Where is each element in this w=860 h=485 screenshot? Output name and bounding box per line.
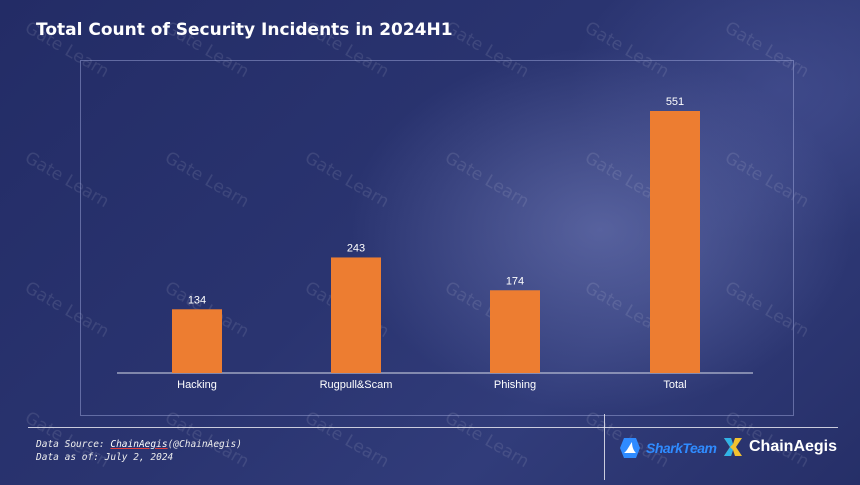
source-suffix: (@ChainAegis) bbox=[167, 439, 242, 450]
x-tick-label: Total bbox=[663, 379, 686, 391]
data-label: 243 bbox=[347, 242, 365, 254]
chainaegis-label: ChainAegis bbox=[749, 438, 838, 455]
chart-title: Total Count of Security Incidents in 202… bbox=[36, 20, 453, 40]
date-line: Data as of: July 2, 2024 bbox=[36, 452, 174, 463]
source-link[interactable]: ChainAegis bbox=[110, 439, 168, 450]
bar-total bbox=[650, 110, 700, 373]
x-tick-label: Phishing bbox=[494, 379, 536, 391]
data-label: 551 bbox=[666, 96, 684, 108]
footer-vertical-divider bbox=[604, 414, 605, 480]
footer-divider bbox=[28, 427, 838, 428]
data-source: Data Source: ChainAegis(@ChainAegis) Dat… bbox=[36, 438, 242, 464]
x-tick-label: Hacking bbox=[177, 379, 217, 391]
data-label: 174 bbox=[506, 275, 524, 287]
shark-fin-icon bbox=[620, 438, 640, 458]
source-line: Data Source: ChainAegis(@ChainAegis) bbox=[36, 438, 242, 451]
chainaegis-logo: ChainAegis bbox=[722, 436, 837, 458]
plot-area-border bbox=[80, 60, 794, 416]
sharkteam-label: SharkTeam bbox=[646, 440, 717, 456]
bar-rugpull-scam bbox=[331, 257, 381, 373]
sharkteam-logo: SharkTeam bbox=[618, 436, 717, 460]
bar-hacking bbox=[172, 309, 222, 373]
chainaegis-x-icon bbox=[724, 438, 742, 456]
source-prefix: Data Source: bbox=[36, 439, 111, 450]
x-tick-label: Rugpull&Scam bbox=[320, 379, 393, 391]
bar-phishing bbox=[490, 290, 540, 373]
data-label: 134 bbox=[188, 294, 206, 306]
